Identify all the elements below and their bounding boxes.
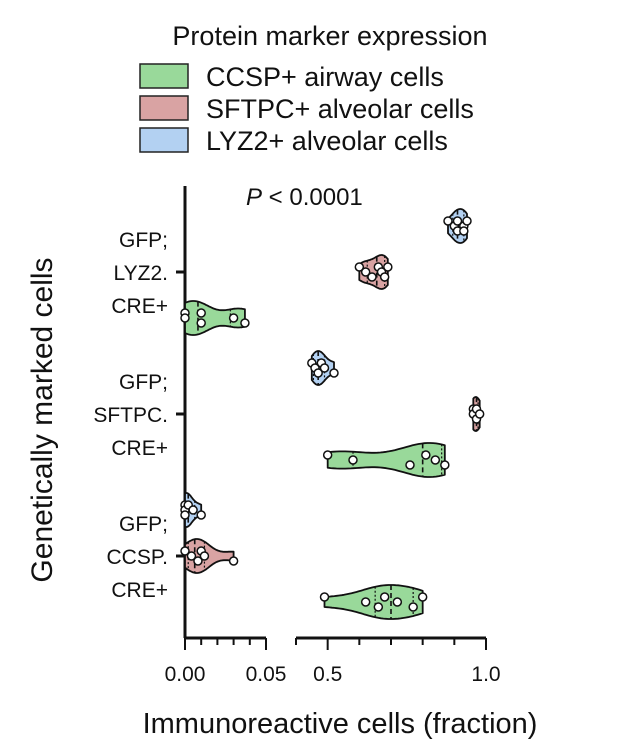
violin-ccsp-ccsp-airway-cells [319,584,428,620]
chart-title: Protein marker expression [172,21,487,51]
data-point [430,455,441,465]
data-point [360,267,371,277]
category-label-sftpc: GFP; [119,371,168,394]
violin-lyz2-ccsp-airway-cells [180,300,250,336]
category-label-ccsp: CRE+ [111,579,168,602]
data-point [379,592,390,602]
data-point [319,363,330,373]
violin-sftpc-sftpc-alveolar-cells [468,396,485,432]
violin-ccsp-sftpc-alveolar-cells [180,538,239,574]
data-point [452,216,463,226]
data-point [459,226,469,236]
p-value-annotation: P < 0.0001 [246,184,363,211]
category-label-ccsp: CCSP. [107,546,168,569]
legend-swatch-ccsp [139,63,189,89]
category-label-lyz2: CRE+ [111,295,168,318]
x-axis-label: Immunoreactive cells (fraction) [143,708,538,740]
data-point [196,308,206,318]
data-point [313,368,323,378]
data-point [196,318,206,328]
data-point [405,460,415,470]
data-point [462,216,472,226]
y-axis-label: Genetically marked cells [26,257,59,582]
data-point [417,592,428,602]
legend-item-lyz2: LYZ2+ alveolar cells [139,126,448,156]
data-point [180,546,190,556]
data-point [373,602,384,612]
category-label-sftpc: SFTPC. [93,404,168,427]
data-point [188,505,198,515]
violin-ccsp-lyz2-alveolar-cells [180,492,206,528]
data-point [443,216,453,226]
data-point [383,262,393,272]
data-point [228,556,239,566]
data-point [193,556,203,566]
data-point [240,318,250,328]
category-labels: GFP; LYZ2. CRE+ GFP; SFTPC. CRE+ GFP; CCSP. CRE+ [93,229,168,602]
data-point [408,602,418,612]
legend-label-ccsp: CCSP+ airway cells [206,62,444,92]
legend-swatch-lyz2 [139,127,189,153]
legend-item-sftpc: SFTPC+ alveolar cells [139,94,474,124]
data-point [367,272,377,282]
category-label-sftpc: CRE+ [111,437,168,460]
legend-swatch-sftpc [139,95,189,121]
legend-label-sftpc: SFTPC+ alveolar cells [206,94,474,124]
x-tick-label: 1.0 [471,663,500,686]
legend-item-ccsp: CCSP+ airway cells [139,62,444,92]
violin-sftpc-ccsp-airway-cells [322,442,450,478]
data-point [186,551,197,561]
violin-body [323,584,424,620]
data-point [196,510,206,520]
legend-label-lyz2: LYZ2+ alveolar cells [206,126,448,156]
x-tick-label: 0.5 [313,663,342,686]
data-point [421,450,431,460]
data-point [319,592,330,602]
category-label-ccsp: GFP; [119,513,168,536]
category-label-lyz2: LYZ2. [114,262,168,285]
x-tick-label: 0.05 [246,663,287,686]
data-point [180,510,190,520]
violin-lyz2-sftpc-alveolar-cells [354,254,393,290]
data-point [329,368,339,378]
violin-sftpc-lyz2-alveolar-cells [307,350,339,386]
violins [180,208,485,620]
data-point [360,597,371,607]
data-point [322,450,333,460]
data-point [348,455,358,465]
data-point [474,409,485,419]
legend: CCSP+ airway cells SFTPC+ alveolar cells… [139,62,474,156]
violin-body [326,442,446,478]
x-tick-label: 0.00 [165,663,206,686]
violin-lyz2-lyz2-alveolar-cells [443,208,472,244]
data-point [180,313,190,323]
data-point [228,313,239,323]
data-point [354,262,365,272]
data-point [199,551,210,561]
data-point [379,272,390,282]
axes: 0.00 0.05 0.5 1.0 [165,186,501,686]
category-label-lyz2: GFP; [119,229,168,252]
data-point [392,597,403,607]
data-point [440,460,450,470]
